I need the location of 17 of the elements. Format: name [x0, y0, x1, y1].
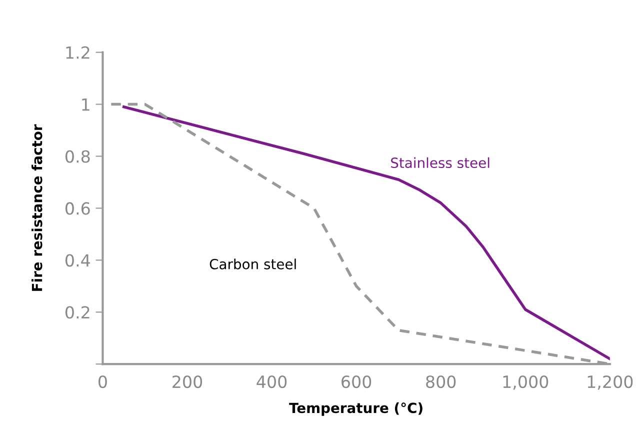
y-tick-label: 0.8 — [66, 150, 90, 163]
x-tick-label: 800 — [426, 375, 456, 388]
x-tick-label: 200 — [172, 375, 202, 388]
series-label: Stainless steel — [391, 157, 490, 168]
x-tick-label: 1,200 — [588, 375, 633, 390]
y-axis-title: Fire resistance factor — [32, 124, 42, 291]
x-tick-label: 0 — [98, 375, 107, 388]
x-tick-label: 1,000 — [503, 375, 548, 390]
x-tick-label: 600 — [342, 375, 372, 388]
x-tick-label: 400 — [256, 375, 287, 388]
y-tick-label: 0.4 — [66, 254, 90, 267]
text: Carbon steel — [210, 258, 296, 270]
y-tick-label: 0.6 — [66, 202, 90, 215]
x-axis-title: Temperature (°C) — [289, 402, 422, 416]
y-tick-label: 1.2 — [66, 46, 90, 59]
y-tick-label: 1 — [82, 98, 90, 111]
y-tick-label: 0.2 — [66, 306, 90, 319]
